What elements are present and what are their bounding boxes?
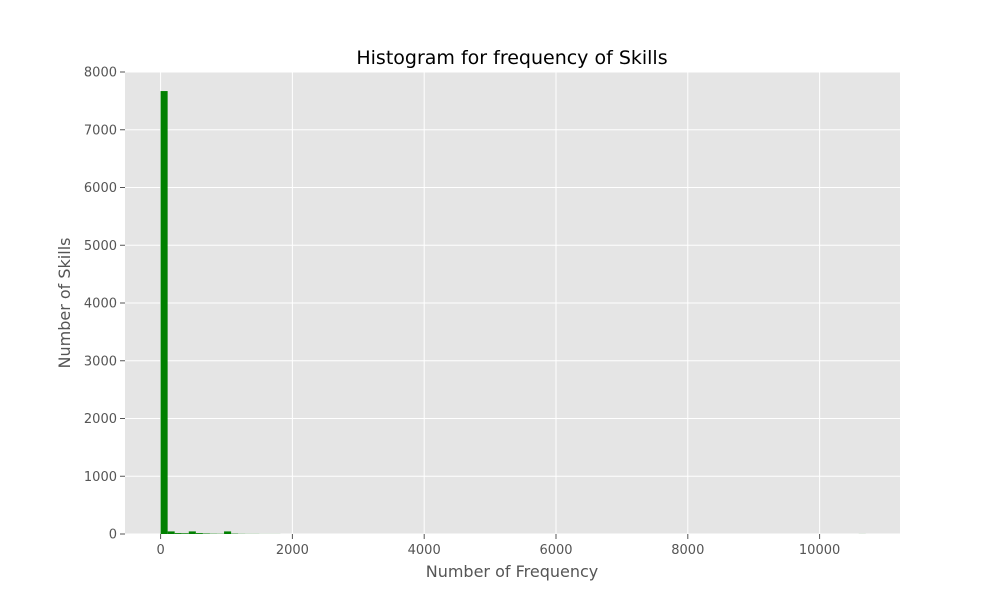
x-tick-label: 8000 (671, 543, 704, 558)
x-axis-label: Number of Frequency (426, 562, 599, 581)
histogram-bar (174, 533, 182, 534)
y-tick-label: 8000 (84, 66, 117, 81)
histogram-bar (195, 533, 203, 534)
x-tick-label: 0 (156, 543, 164, 558)
x-axis-ticks: 0 2000 4000 6000 8000 10000 (156, 534, 840, 558)
y-axis-ticks: 0 1000 2000 3000 4000 5000 6000 7000 8000 (84, 66, 125, 543)
grid-lines (125, 71, 900, 535)
histogram-bar (167, 531, 175, 534)
y-tick-label: 6000 (84, 181, 117, 196)
y-tick-label: 4000 (84, 297, 117, 312)
y-tick-label: 1000 (84, 470, 117, 485)
y-tick-label: 3000 (84, 354, 117, 369)
x-tick-label: 2000 (276, 543, 309, 558)
histogram-bar (188, 531, 196, 534)
x-tick-label: 4000 (408, 543, 441, 558)
y-tick-label: 7000 (84, 123, 117, 138)
y-tick-label: 5000 (84, 239, 117, 254)
y-tick-label: 0 (109, 528, 117, 543)
histogram-bar (224, 531, 232, 534)
y-axis-label: Number of Skills (55, 238, 74, 369)
y-tick-label: 2000 (84, 412, 117, 427)
histogram-bar (181, 533, 189, 534)
histogram-bars (160, 91, 866, 535)
x-tick-label: 6000 (539, 543, 572, 558)
x-tick-label: 10000 (799, 543, 840, 558)
chart-title: Histogram for frequency of Skills (356, 47, 667, 69)
histogram-bar (160, 91, 168, 535)
